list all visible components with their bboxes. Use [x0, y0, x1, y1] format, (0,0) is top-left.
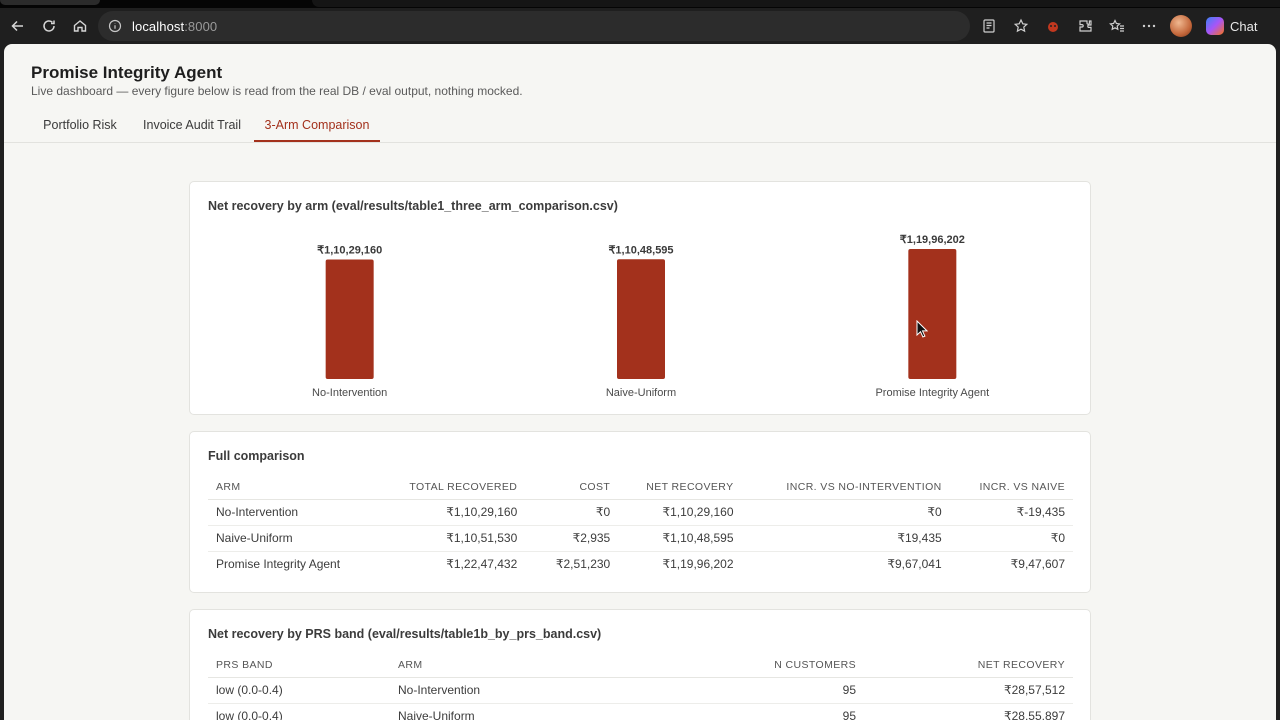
bar-naive-uniform[interactable] [617, 259, 665, 379]
cell-arm: No-Intervention [208, 499, 380, 526]
reader-icon[interactable] [976, 12, 1002, 40]
cell-incr-vs-naive: ₹9,47,607 [1010, 557, 1065, 572]
comparison-table: ARM TOTAL RECOVERED COST NET RECOVERY IN… [208, 475, 1073, 577]
bar-value-label: ₹1,10,29,160 [317, 244, 382, 256]
page-title: Promise Integrity Agent [31, 63, 223, 82]
table-row: low (0.0-0.4) Naive-Uniform 95 ₹28,55,89… [208, 703, 1073, 720]
net-recovery-bar-chart: ₹1,10,29,160 No-Intervention ₹1,10,48,595 N… [312, 234, 989, 399]
col-net-recovery: NET RECOVERY [618, 475, 742, 500]
col-n-customers: N CUSTOMERS [630, 653, 864, 678]
category-label: No-Intervention [312, 387, 387, 399]
col-prs-band: PRS BAND [208, 653, 390, 678]
browser-toolbar: localhost:8000 Chat [0, 8, 1280, 44]
info-icon[interactable] [108, 19, 122, 33]
reload-icon[interactable] [35, 12, 63, 40]
puzzle-icon[interactable] [1072, 12, 1098, 40]
full-comparison-card: Full comparison ARM TOTAL RECOVERED COST… [189, 431, 1091, 593]
prs-band-card: Net recovery by PRS band (eval/results/t… [189, 609, 1091, 720]
mouse-cursor-icon [916, 320, 928, 338]
cell-arm: Naive-Uniform [398, 709, 475, 720]
cell-n-customers: 95 [630, 677, 864, 704]
table-row: low (0.0-0.4) No-Intervention 95 ₹28,57,… [208, 677, 1073, 704]
cell-cost: ₹2,51,230 [555, 557, 611, 572]
cell-net-recovery: ₹1,10,48,595 [618, 525, 742, 552]
extension-icon[interactable] [1040, 12, 1066, 40]
cell-total-recovered: ₹1,10,29,160 [379, 499, 526, 526]
bar-promise-integrity-agent[interactable] [908, 249, 957, 379]
tab-divider [4, 142, 1276, 143]
cell-arm: No-Intervention [390, 677, 630, 704]
col-net-recovery: NET RECOVERY [864, 653, 1073, 678]
home-icon[interactable] [66, 12, 94, 40]
table-row: Promise Integrity Agent ₹1,22,47,432 ₹2,… [208, 551, 1073, 577]
bar-value-label: ₹1,10,48,595 [608, 244, 673, 256]
cell-net-recovery: ₹1,19,96,202 [662, 557, 734, 572]
table-row: No-Intervention ₹1,10,29,160 ₹0 ₹1,10,29… [208, 499, 1073, 526]
cell-incr-vs-naive: ₹0 [949, 525, 1073, 552]
page-viewport: Promise Integrity Agent Live dashboard —… [4, 44, 1276, 720]
tab-3-arm-comparison[interactable]: 3-Arm Comparison [254, 110, 380, 142]
tab-bar: Portfolio Risk Invoice Audit Trail 3-Arm… [30, 110, 380, 142]
favorites-icon[interactable] [1104, 12, 1130, 40]
toolbar-icons: Chat [976, 12, 1257, 40]
table-row: Naive-Uniform ₹1,10,51,530 ₹2,935 ₹1,10,… [208, 525, 1073, 552]
cell-incr-vs-no-intervention: ₹19,435 [741, 525, 950, 552]
bar-no-intervention[interactable] [325, 259, 374, 379]
tab-invoice-audit-trail[interactable]: Invoice Audit Trail [143, 118, 241, 132]
category-label: Naive-Uniform [606, 387, 676, 399]
cell-net-recovery: ₹1,10,29,160 [618, 499, 742, 526]
url-text: localhost:8000 [132, 18, 218, 34]
col-incr-vs-naive: INCR. VS NAIVE [949, 475, 1073, 500]
prs-band-title: Net recovery by PRS band (eval/results/t… [208, 627, 602, 641]
chat-button[interactable]: Chat [1200, 17, 1257, 35]
bar-value-label: ₹1,19,96,202 [900, 234, 965, 246]
net-recovery-chart-card: Net recovery by arm (eval/results/table1… [189, 181, 1091, 415]
col-cost: COST [525, 475, 619, 500]
cell-incr-vs-no-intervention: ₹0 [741, 499, 950, 526]
cell-cost: ₹0 [525, 499, 619, 526]
tab-portfolio-risk[interactable]: Portfolio Risk [43, 118, 117, 132]
category-label: Promise Integrity Agent [875, 387, 989, 399]
col-arm: ARM [208, 475, 380, 500]
col-arm: ARM [390, 653, 630, 678]
prs-band-table: PRS BAND ARM N CUSTOMERS NET RECOVERY lo… [208, 653, 1073, 720]
cell-total-recovered: ₹1,10,51,530 [379, 525, 526, 552]
cell-incr-vs-naive: ₹-19,435 [949, 499, 1073, 526]
chart-title: Net recovery by arm (eval/results/table1… [208, 199, 618, 213]
page-subtitle: Live dashboard — every figure below is r… [31, 84, 523, 98]
back-icon[interactable] [4, 12, 32, 40]
cell-incr-vs-no-intervention: ₹9,67,041 [887, 557, 942, 572]
more-icon[interactable] [1136, 12, 1162, 40]
address-bar[interactable]: localhost:8000 [98, 11, 970, 41]
cell-cost: ₹2,935 [525, 525, 619, 552]
cell-total-recovered: ₹1,22,47,432 [446, 557, 518, 572]
chat-label: Chat [1230, 18, 1258, 34]
cell-n-customers: 95 [842, 709, 856, 720]
browser-tab-active[interactable] [312, 0, 1280, 7]
favorite-star-icon[interactable] [1008, 12, 1034, 40]
cell-net-recovery: ₹28,57,512 [864, 677, 1073, 704]
table-header-row: ARM TOTAL RECOVERED COST NET RECOVERY IN… [208, 475, 1073, 500]
col-total-recovered: TOTAL RECOVERED [379, 475, 526, 500]
browser-tab[interactable] [0, 0, 100, 5]
col-incr-vs-no-intervention: INCR. VS NO-INTERVENTION [741, 475, 950, 500]
cell-arm: Naive-Uniform [208, 525, 380, 552]
cell-prs-band: low (0.0-0.4) [216, 709, 283, 720]
avatar[interactable] [1168, 12, 1194, 40]
cell-arm: Promise Integrity Agent [216, 557, 341, 572]
cell-prs-band: low (0.0-0.4) [208, 677, 390, 704]
comparison-title: Full comparison [208, 449, 305, 463]
copilot-icon [1206, 17, 1224, 35]
cell-net-recovery: ₹28,55,897 [1003, 709, 1065, 720]
table-header-row: PRS BAND ARM N CUSTOMERS NET RECOVERY [208, 653, 1073, 678]
browser-tab-strip [0, 0, 1280, 8]
